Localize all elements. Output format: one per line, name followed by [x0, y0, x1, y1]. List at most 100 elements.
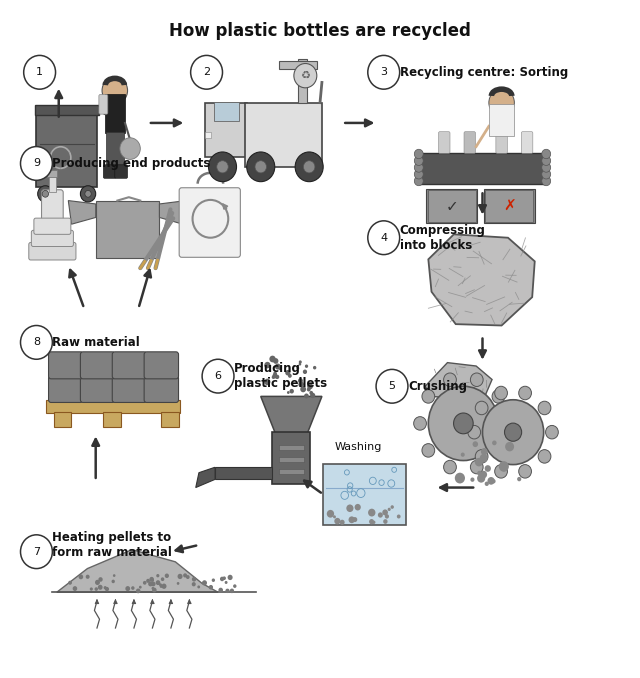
FancyBboxPatch shape	[426, 189, 477, 223]
FancyBboxPatch shape	[464, 132, 476, 153]
FancyBboxPatch shape	[112, 376, 147, 403]
Circle shape	[20, 325, 52, 359]
Circle shape	[152, 588, 157, 593]
FancyBboxPatch shape	[144, 352, 179, 379]
Polygon shape	[428, 235, 535, 325]
FancyBboxPatch shape	[96, 201, 159, 258]
Circle shape	[414, 156, 423, 165]
Circle shape	[307, 383, 313, 389]
Circle shape	[422, 443, 435, 457]
FancyBboxPatch shape	[36, 109, 97, 187]
Circle shape	[294, 64, 317, 88]
Circle shape	[500, 417, 513, 430]
Circle shape	[299, 361, 302, 363]
Circle shape	[388, 508, 391, 511]
Text: 5: 5	[388, 381, 396, 391]
Circle shape	[517, 477, 522, 481]
FancyBboxPatch shape	[103, 165, 116, 178]
Circle shape	[149, 577, 154, 582]
Circle shape	[202, 580, 207, 586]
Circle shape	[146, 579, 150, 583]
Circle shape	[368, 56, 399, 89]
Circle shape	[495, 464, 508, 478]
Circle shape	[518, 386, 531, 400]
Circle shape	[383, 519, 388, 524]
Circle shape	[378, 513, 383, 518]
Circle shape	[538, 450, 551, 463]
Circle shape	[334, 518, 340, 524]
FancyBboxPatch shape	[104, 94, 125, 133]
Text: Compressing
into blocks: Compressing into blocks	[399, 224, 486, 252]
FancyBboxPatch shape	[47, 170, 58, 177]
Circle shape	[148, 581, 153, 586]
Circle shape	[68, 580, 72, 584]
Circle shape	[372, 521, 376, 524]
Circle shape	[273, 373, 277, 376]
FancyBboxPatch shape	[205, 132, 211, 138]
Text: Washing: Washing	[335, 443, 382, 452]
Circle shape	[313, 366, 316, 370]
Circle shape	[476, 401, 488, 415]
Text: 1: 1	[36, 67, 43, 77]
Circle shape	[309, 391, 313, 395]
FancyBboxPatch shape	[34, 218, 71, 235]
Circle shape	[202, 359, 234, 393]
Circle shape	[143, 581, 147, 584]
Circle shape	[90, 587, 93, 591]
FancyBboxPatch shape	[323, 464, 406, 525]
Circle shape	[120, 138, 140, 159]
Text: 7: 7	[33, 546, 40, 557]
FancyBboxPatch shape	[31, 231, 74, 247]
Circle shape	[390, 505, 394, 508]
Circle shape	[233, 584, 237, 588]
Text: 9: 9	[33, 159, 40, 168]
Circle shape	[477, 474, 485, 483]
Text: Heating pellets to
form raw material: Heating pellets to form raw material	[52, 531, 172, 559]
Circle shape	[455, 473, 465, 483]
Circle shape	[422, 390, 435, 403]
Circle shape	[156, 574, 159, 578]
Text: Crushing: Crushing	[408, 380, 467, 393]
Circle shape	[304, 393, 308, 399]
Circle shape	[484, 465, 491, 472]
FancyBboxPatch shape	[46, 400, 180, 414]
Circle shape	[368, 221, 399, 255]
FancyBboxPatch shape	[49, 352, 83, 379]
Circle shape	[299, 363, 301, 365]
Circle shape	[505, 442, 514, 452]
Circle shape	[444, 460, 456, 474]
FancyBboxPatch shape	[99, 94, 108, 114]
FancyBboxPatch shape	[81, 376, 115, 403]
Circle shape	[104, 586, 107, 589]
Circle shape	[385, 514, 389, 519]
Circle shape	[346, 504, 353, 512]
Circle shape	[79, 574, 83, 579]
FancyBboxPatch shape	[419, 153, 546, 184]
FancyBboxPatch shape	[214, 102, 239, 121]
FancyBboxPatch shape	[484, 189, 535, 223]
FancyBboxPatch shape	[161, 412, 179, 426]
Circle shape	[499, 461, 509, 472]
FancyBboxPatch shape	[298, 59, 307, 102]
FancyBboxPatch shape	[272, 431, 310, 484]
Circle shape	[291, 382, 294, 385]
Circle shape	[310, 393, 316, 398]
FancyBboxPatch shape	[35, 105, 99, 115]
FancyBboxPatch shape	[106, 132, 124, 167]
FancyBboxPatch shape	[278, 445, 304, 450]
Text: 3: 3	[380, 67, 387, 77]
Circle shape	[303, 370, 307, 374]
FancyBboxPatch shape	[103, 412, 121, 426]
Circle shape	[102, 77, 127, 104]
Circle shape	[307, 387, 310, 391]
Circle shape	[177, 574, 182, 579]
FancyBboxPatch shape	[81, 352, 115, 379]
Circle shape	[484, 481, 489, 486]
Text: ✓: ✓	[445, 199, 458, 214]
Text: 6: 6	[214, 371, 221, 381]
Circle shape	[414, 163, 423, 172]
Circle shape	[492, 443, 505, 457]
Circle shape	[81, 186, 96, 202]
Circle shape	[209, 585, 213, 590]
Circle shape	[139, 586, 141, 589]
